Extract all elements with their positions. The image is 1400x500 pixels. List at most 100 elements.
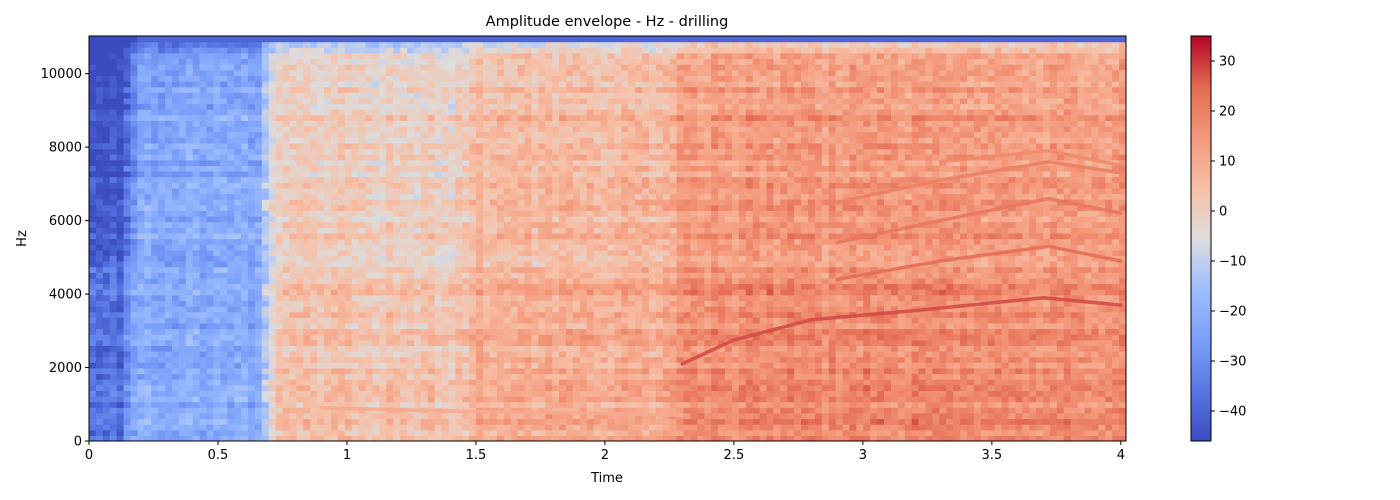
heatmap-cell	[469, 154, 477, 161]
heatmap-cell	[171, 75, 180, 82]
heatmap-cell	[151, 277, 159, 285]
heatmap-cell	[95, 120, 104, 127]
heatmap-cell	[241, 159, 249, 166]
heatmap-cell	[386, 103, 394, 110]
heatmap-cell	[496, 154, 505, 161]
heatmap-cell	[268, 171, 277, 178]
heatmap-cell	[427, 92, 436, 99]
heatmap-cell	[324, 283, 332, 290]
heatmap-cell	[310, 384, 318, 391]
heatmap-cell	[455, 216, 463, 223]
heatmap-cell	[137, 367, 145, 375]
heatmap-cell	[434, 36, 443, 43]
heatmap-cell	[220, 41, 228, 48]
heatmap-cell	[296, 367, 304, 375]
heatmap-cell	[400, 384, 408, 391]
heatmap-cell	[538, 58, 546, 65]
heatmap-cell	[248, 424, 256, 431]
heatmap-cell	[434, 176, 443, 183]
heatmap-cell	[109, 339, 118, 346]
heatmap-cell	[158, 306, 166, 313]
heatmap-cell	[275, 137, 284, 144]
heatmap-cell	[351, 52, 360, 60]
heatmap-cell	[400, 311, 408, 318]
heatmap-cell	[372, 435, 380, 441]
heatmap-cell	[185, 36, 194, 43]
heatmap-cell	[234, 429, 242, 436]
heatmap-cell	[144, 322, 152, 330]
heatmap-cell	[337, 47, 346, 54]
heatmap-cell	[102, 120, 111, 127]
heatmap-cell	[95, 356, 104, 363]
heatmap-cell	[310, 429, 318, 436]
heatmap-cell	[476, 81, 484, 88]
heatmap-cell	[517, 221, 526, 228]
heatmap-cell	[351, 64, 360, 71]
heatmap-cell	[420, 266, 429, 273]
heatmap-cell	[324, 187, 332, 195]
heatmap-cell	[434, 64, 443, 71]
heatmap-cell	[151, 345, 159, 352]
heatmap-cell	[116, 322, 125, 330]
heatmap-cell	[303, 339, 311, 346]
heatmap-cell	[254, 396, 263, 403]
heatmap-cell	[330, 283, 339, 290]
heatmap-cell	[552, 322, 560, 330]
heatmap-cell	[324, 131, 332, 138]
heatmap-cell	[178, 131, 187, 138]
heatmap-cell	[234, 283, 242, 290]
heatmap-cell	[178, 283, 187, 290]
heatmap-cell	[151, 81, 159, 88]
heatmap-cell	[393, 283, 401, 290]
heatmap-cell	[351, 362, 360, 369]
heatmap-cell	[400, 199, 408, 206]
heatmap-cell	[213, 328, 221, 335]
heatmap-cell	[448, 317, 456, 324]
heatmap-cell	[524, 367, 533, 375]
heatmap-cell	[89, 345, 97, 352]
heatmap-cell	[109, 356, 118, 363]
heatmap-cell	[206, 244, 215, 251]
heatmap-cell	[206, 41, 215, 48]
heatmap-cell	[400, 294, 408, 301]
heatmap-cell	[517, 373, 526, 380]
heatmap-cell	[95, 317, 104, 324]
heatmap-cell	[282, 272, 291, 279]
heatmap-cell	[227, 97, 235, 105]
heatmap-cell	[531, 81, 539, 88]
heatmap-cell	[137, 334, 145, 341]
heatmap-cell	[234, 322, 242, 330]
heatmap-cell	[151, 367, 159, 375]
heatmap-cell	[220, 109, 228, 116]
heatmap-cell	[559, 58, 567, 65]
heatmap-cell	[545, 373, 553, 380]
heatmap-cell	[448, 159, 456, 166]
heatmap-cell	[379, 429, 387, 436]
heatmap-cell	[102, 97, 111, 105]
heatmap-cell	[400, 412, 408, 420]
heatmap-cell	[102, 221, 111, 228]
heatmap-cell	[220, 199, 228, 206]
heatmap-cell	[476, 137, 484, 144]
heatmap-cell	[559, 232, 567, 240]
heatmap-cell	[379, 412, 387, 420]
heatmap-cell	[400, 216, 408, 223]
heatmap-cell	[489, 86, 498, 93]
heatmap-cell	[220, 216, 228, 223]
heatmap-cell	[158, 396, 166, 403]
heatmap-cell	[407, 328, 415, 335]
heatmap-cell	[248, 58, 256, 65]
heatmap-cell	[296, 311, 304, 318]
heatmap-cell	[123, 41, 132, 48]
heatmap-cell	[123, 142, 132, 150]
heatmap-cell	[234, 418, 242, 425]
heatmap-cell	[365, 81, 374, 88]
heatmap-cell	[517, 412, 526, 420]
heatmap-cell	[330, 114, 339, 121]
heatmap-cell	[407, 216, 415, 223]
heatmap-cell	[116, 266, 125, 273]
heatmap-cell	[496, 261, 505, 268]
heatmap-cell	[420, 384, 429, 391]
heatmap-cell	[171, 204, 180, 211]
heatmap-cell	[531, 75, 539, 82]
